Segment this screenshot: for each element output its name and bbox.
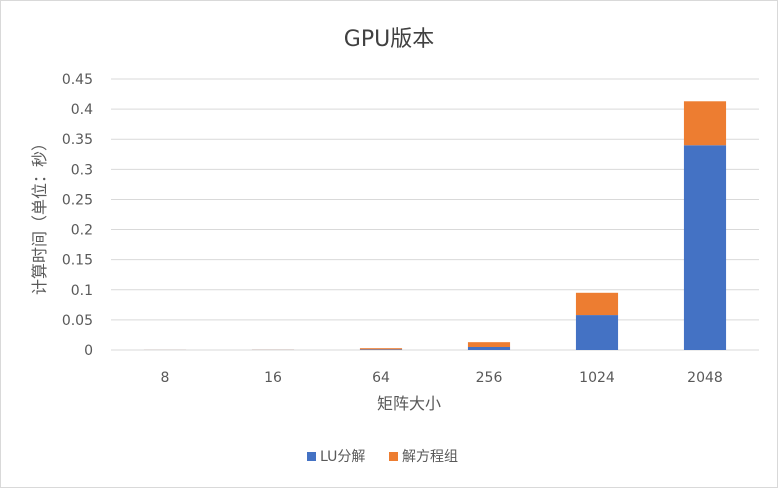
- x-tick-label: 1024: [579, 370, 615, 386]
- x-tick-label: 256: [476, 370, 503, 386]
- chart-title: GPU版本: [344, 27, 434, 52]
- legend-swatch: [389, 452, 398, 461]
- bar-lu-2048: [684, 145, 726, 350]
- bar-solve-256: [468, 342, 510, 347]
- y-tick-label: 0.45: [62, 72, 93, 88]
- y-axis-label: 计算时间（单位：秒）: [30, 135, 49, 295]
- legend: LU分解 解方程组: [307, 449, 458, 465]
- legend-label: LU分解: [320, 449, 365, 465]
- y-tick-label: 0.2: [71, 223, 93, 239]
- bar-solve-2048: [684, 101, 726, 145]
- bar-lu-1024: [576, 315, 618, 350]
- bar-lu-64: [360, 349, 402, 350]
- y-tick-label: 0.05: [62, 313, 93, 329]
- y-tick-label: 0.25: [62, 192, 93, 208]
- y-tick-label: 0.4: [71, 102, 93, 118]
- y-tick-label: 0.3: [71, 162, 93, 178]
- bar-solve-1024: [576, 293, 618, 315]
- bar-solve-64: [360, 348, 402, 349]
- y-tick-label: 0.15: [62, 253, 93, 269]
- bars: [144, 101, 726, 350]
- legend-label: 解方程组: [402, 449, 458, 465]
- y-tick-label: 0: [84, 343, 93, 359]
- x-tick-labels: 8 16 64 256 1024 2048: [161, 370, 723, 386]
- y-tick-label: 0.1: [71, 283, 93, 299]
- bar-lu-256: [468, 347, 510, 350]
- x-tick-label: 8: [161, 370, 170, 386]
- y-tick-label: 0.35: [62, 132, 93, 148]
- legend-swatch: [307, 452, 316, 461]
- x-tick-label: 64: [372, 370, 390, 386]
- x-tick-label: 16: [264, 370, 282, 386]
- y-tick-labels: 0 0.05 0.1 0.15 0.2 0.25 0.3 0.35 0.4 0.45: [62, 72, 93, 359]
- x-tick-label: 2048: [687, 370, 723, 386]
- x-axis-label: 矩阵大小: [377, 394, 441, 413]
- gridlines: [111, 79, 759, 350]
